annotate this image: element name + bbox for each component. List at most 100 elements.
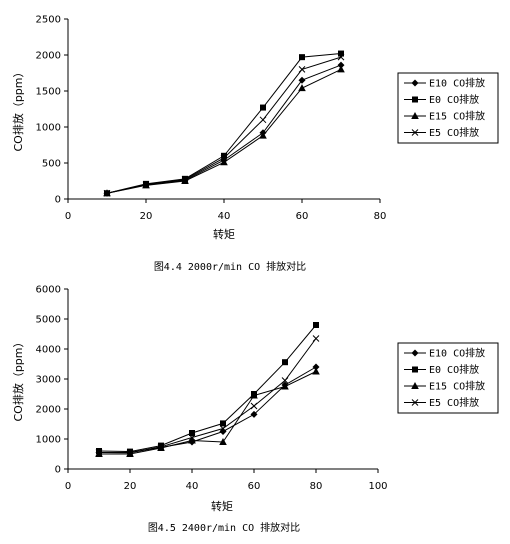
legend-entry: E5 CO排放 [404,126,479,139]
legend-marker [411,79,419,87]
x-tick-label: 40 [186,481,199,492]
chart-2: 0 1000 2000 3000 4000 5000 6000 0 20 40 60 80 100 转矩 C… [11,285,499,534]
data-point [337,61,345,69]
data-point [103,189,111,197]
y-tick-label: 1000 [36,123,61,134]
chart-1: 0 500 1000 1500 2000 2500 0 20 40 60 80 转矩 CO排放（ppm）… [11,15,499,273]
legend-marker [412,366,418,373]
data-point [281,377,289,384]
legend-label: E0 CO排放 [429,93,479,106]
data-point [312,335,320,342]
series-line [99,366,317,453]
y-tick-label: 1000 [36,435,61,446]
figure-caption: 图4.5 2400r/min CO 排放对比 [148,521,300,534]
y-axis-title: CO排放（ppm） [11,66,25,151]
data-point [126,449,134,457]
data-point [95,449,103,456]
data-point [219,438,227,445]
series-line [99,371,317,455]
x-axis-title: 转矩 [211,499,233,513]
legend-label: E5 CO排放 [429,126,479,139]
data-point [157,443,165,451]
y-tick-label: 6000 [36,285,61,296]
data-point [95,450,103,457]
data-point [188,434,196,441]
data-point [312,363,320,371]
data-point [299,54,305,61]
data-point [142,181,150,188]
data-point [298,76,306,84]
data-point [220,158,228,166]
data-point [313,322,319,328]
x-tick-label: 60 [248,481,261,492]
data-point [189,430,195,436]
legend-marker [411,112,419,119]
y-tick-label: 2500 [36,15,61,26]
series-line [106,56,342,194]
x-tick-label: 0 [65,211,71,222]
legend-entry: E0 CO排放 [404,93,479,106]
data-point [221,152,227,159]
data-point [260,104,266,111]
series-line [106,53,342,194]
legend-entry: E10 CO排放 [404,347,485,360]
legend-marker [411,349,419,357]
y-tick-label: 2000 [36,405,61,416]
y-tick-label: 0 [55,465,61,476]
legend: E10 CO排放 E0 CO排放 E15 CO排放 E5 CO排放 [397,342,499,414]
data-point [181,176,189,183]
legend-entry: E15 CO排放 [404,110,485,123]
data-point [337,53,345,61]
data-point [337,65,345,73]
series-line [106,64,342,194]
legend-marker [411,382,419,389]
y-axis-title: CO排放（ppm） [11,336,25,421]
data-point [181,177,189,184]
data-point [338,50,344,57]
x-tick-label: 60 [296,211,309,222]
x-tick-label: 80 [310,481,323,492]
series-line [106,68,342,194]
legend-marker [411,399,419,406]
data-point [298,66,306,73]
series-diamond [95,363,320,456]
legend-label: E15 CO排放 [429,110,485,123]
y-tick-label: 500 [42,159,61,170]
data-point [250,402,258,410]
data-point [188,436,196,444]
x-tick-label: 20 [140,211,153,222]
data-point [298,84,306,92]
legend-label: E10 CO排放 [429,77,485,90]
x-tick-label: 100 [368,481,387,492]
legend-entry: E5 CO排放 [404,396,479,409]
data-point [259,131,267,139]
legend-marker [412,96,418,103]
legend-label: E5 CO排放 [429,396,479,409]
series-square [104,50,344,197]
data-point [250,391,258,399]
legend-marker [411,129,419,136]
legend-entry: E0 CO排放 [404,363,479,376]
legend: E10 CO排放 E0 CO排放 E15 CO排放 E5 CO排放 [397,72,499,144]
y-tick-label: 5000 [36,315,61,326]
data-point [259,116,267,124]
y-tick-label: 0 [55,195,61,206]
series-x [95,335,320,457]
x-axis-title: 转矩 [213,227,235,241]
x-tick-label: 0 [65,481,71,492]
series-triangle [103,65,345,197]
x-tick-label: 80 [374,211,387,222]
series-line [98,324,317,453]
legend-label: E15 CO排放 [429,380,485,393]
figure-caption: 图4.4 2000r/min CO 排放对比 [154,260,306,273]
data-point [220,420,226,427]
legend-entry: E15 CO排放 [404,380,485,393]
y-tick-label: 4000 [36,345,61,356]
y-tick-label: 1500 [36,87,61,98]
series-line [98,338,317,454]
data-point [220,154,228,162]
series-x [103,53,345,197]
data-point [282,359,288,366]
data-point [219,425,227,432]
